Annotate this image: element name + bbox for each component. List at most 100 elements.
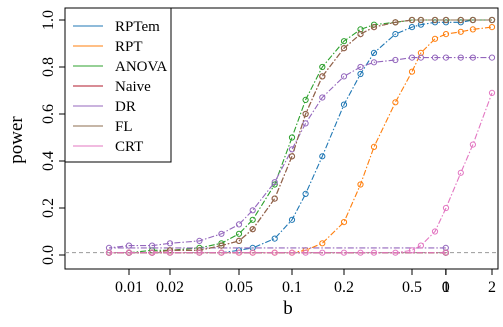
data-point-dr (457, 54, 464, 61)
data-point-anova (340, 38, 348, 45)
data-point-crt (271, 249, 278, 256)
data-point-crt (218, 249, 225, 256)
data-point-fl (166, 247, 174, 254)
data-point-crt (105, 249, 113, 256)
data-point-rptem (357, 70, 364, 78)
data-point-fl (392, 19, 399, 26)
x-tick-label: 0.5 (402, 279, 422, 296)
data-point-dr (249, 207, 256, 214)
data-point-fl (417, 16, 424, 24)
x-axis-label: b (283, 298, 293, 319)
data-point-fl (288, 153, 296, 160)
data-point-fl (431, 16, 439, 24)
data-point-rptem (288, 216, 296, 223)
data-point-anova (357, 26, 364, 33)
data-point-anova (288, 134, 296, 141)
y-tick-label: 1.0 (40, 10, 57, 30)
data-point-fl (302, 110, 309, 118)
data-point-crt (319, 249, 326, 256)
data-point-dr (488, 54, 496, 61)
data-point-dr (431, 54, 439, 61)
data-point-fl (357, 30, 364, 38)
data-point-rpt (417, 49, 424, 57)
data-point-dr (469, 54, 476, 61)
legend-label-rptem: RPTem (115, 19, 160, 35)
data-point-rpt (457, 28, 464, 35)
data-point-rptem (319, 153, 326, 160)
data-point-fl (469, 16, 476, 24)
series-crt (105, 89, 496, 256)
y-tick-label: 0.6 (40, 104, 57, 124)
data-point-fl (340, 45, 348, 52)
data-point-rpt (340, 219, 348, 226)
data-point-rptem (370, 49, 378, 57)
data-point-crt (149, 249, 156, 256)
data-point-fl (457, 16, 464, 24)
data-point-rptem (340, 101, 348, 108)
data-point-crt (469, 141, 476, 148)
data-point-crt (392, 249, 399, 256)
legend-label-fl: FL (115, 119, 133, 135)
data-point-crt (442, 249, 449, 256)
data-point-fl (249, 226, 256, 233)
data-point-fl (271, 195, 278, 202)
x-tick-label: 0.02 (156, 279, 184, 296)
data-point-dr (357, 63, 364, 71)
legend-box (64, 7, 172, 163)
legend-label-dr: DR (115, 99, 136, 115)
data-point-crt (235, 249, 243, 256)
y-tick-label: 0.2 (40, 198, 57, 218)
data-point-dr (417, 54, 424, 61)
data-point-dr (408, 54, 416, 61)
data-point-crt (417, 242, 424, 249)
data-point-crt (357, 249, 364, 256)
data-point-rptem (271, 235, 278, 242)
data-point-rptem (302, 190, 309, 197)
data-point-dr (319, 94, 326, 101)
x-tick-label: 0.2 (334, 279, 354, 296)
data-point-crt (302, 249, 309, 256)
data-point-crt (196, 249, 203, 256)
data-point-fl (235, 237, 243, 244)
data-point-anova (319, 63, 326, 71)
data-point-crt (457, 169, 464, 176)
legend-label-naive: Naive (115, 79, 151, 95)
x-tick-label: 0.01 (115, 279, 143, 296)
y-axis-label: power (6, 116, 27, 164)
legend-label-crt: CRT (115, 139, 143, 155)
data-point-crt (431, 228, 439, 235)
data-point-crt (370, 249, 378, 256)
data-point-rpt (408, 68, 416, 75)
data-point-fl (218, 242, 225, 249)
data-point-rpt (370, 143, 378, 150)
data-point-dr (166, 240, 174, 247)
legend-label-rpt: RPT (115, 39, 143, 55)
data-point-dr (271, 179, 278, 186)
x-tick-label: 0 (442, 279, 450, 296)
x-tick-label: 1 (442, 279, 450, 296)
y-tick-label: 0.4 (40, 151, 57, 171)
series-dr (105, 54, 496, 251)
data-point-crt (488, 89, 496, 97)
data-point-crt (340, 249, 348, 256)
data-point-dr (302, 120, 309, 127)
data-point-rptem (235, 247, 243, 254)
data-point-dr (125, 242, 133, 249)
data-point-rpt (442, 30, 450, 38)
data-point-fl (319, 73, 326, 80)
data-point-dr (196, 237, 203, 244)
data-point-crt (249, 249, 256, 256)
data-point-anova (249, 216, 256, 223)
data-point-dr (235, 221, 243, 228)
data-point-fl (408, 16, 416, 24)
legend-label-anova: ANOVA (115, 59, 167, 75)
data-point-anova (302, 96, 309, 104)
data-point-fl (370, 24, 378, 31)
data-point-anova (235, 230, 243, 237)
data-point-crt (166, 249, 174, 256)
data-point-rpt (357, 181, 364, 188)
data-point-fl (442, 16, 450, 24)
data-point-rpt (488, 24, 496, 31)
x-tick-label: 0.05 (225, 279, 253, 296)
